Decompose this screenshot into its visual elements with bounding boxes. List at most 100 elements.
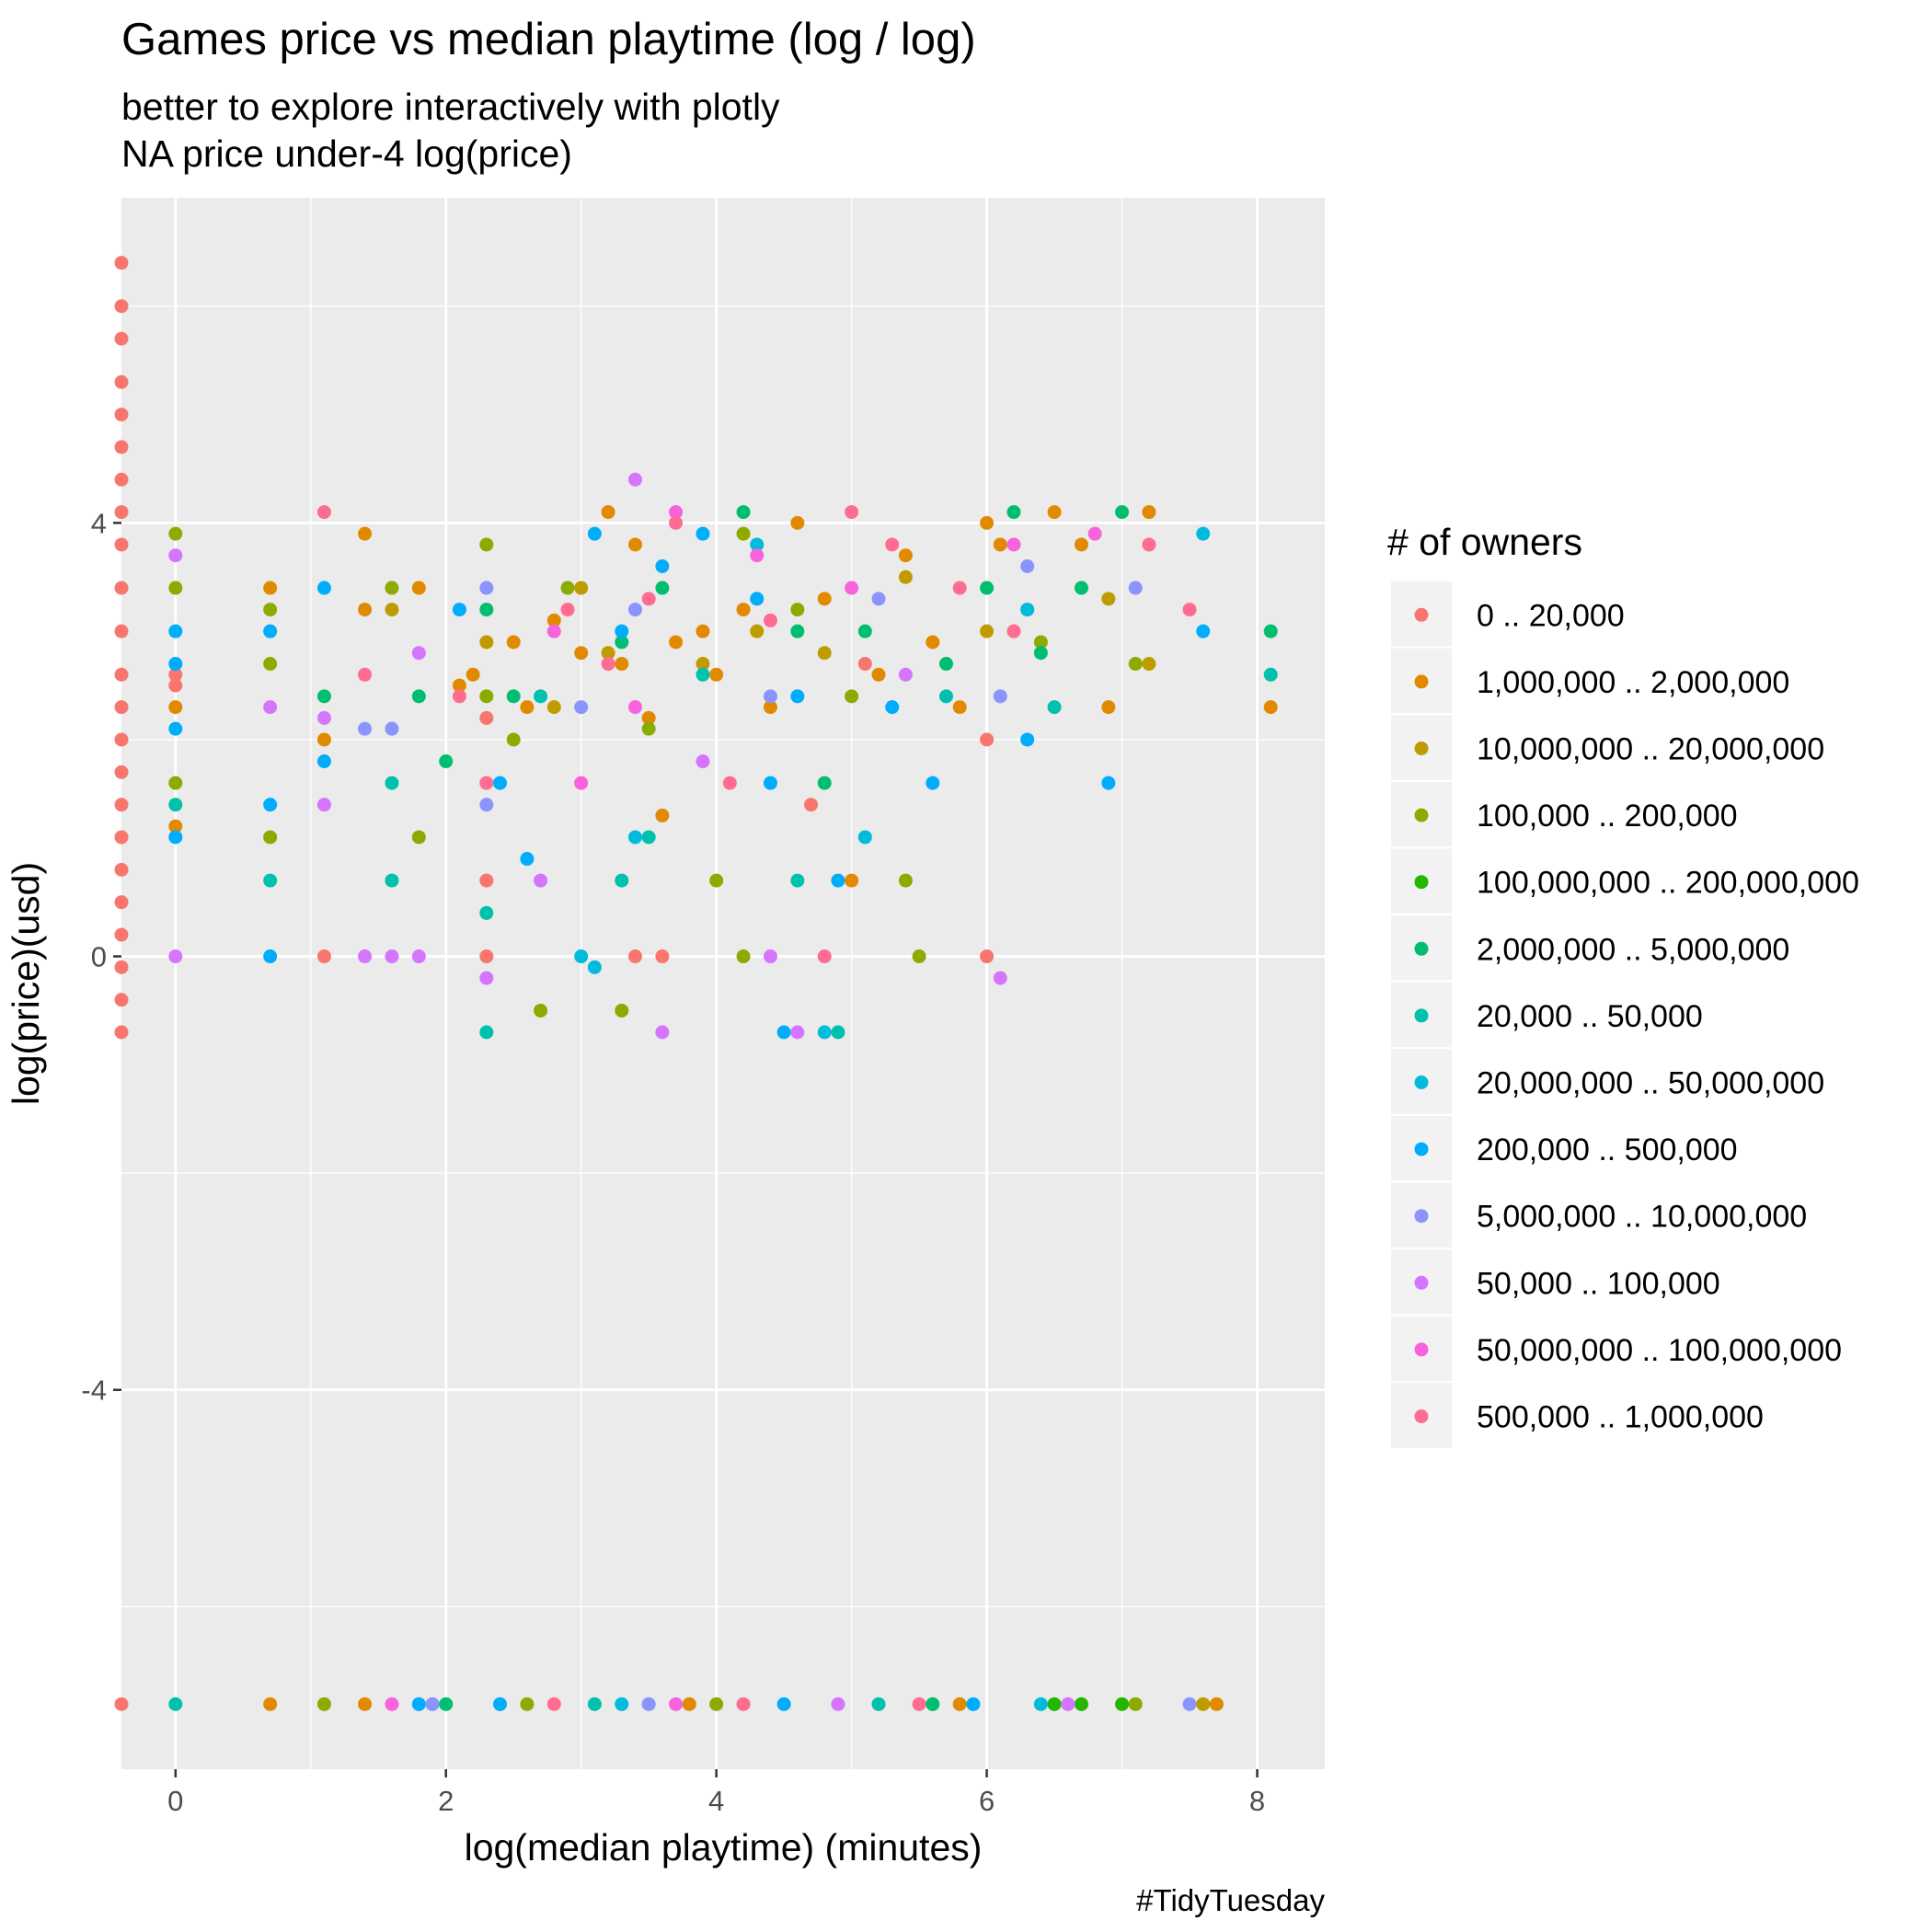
legend-swatch <box>1414 808 1429 822</box>
data-point <box>168 830 183 845</box>
data-point <box>736 949 751 964</box>
data-point <box>790 624 805 638</box>
legend-items: 0 .. 20,000 1,000,000 .. 2,000,000 10,000,… <box>1391 581 1859 1448</box>
data-point <box>1087 526 1102 541</box>
data-point <box>845 873 859 888</box>
data-point <box>411 949 426 964</box>
data-point <box>493 776 508 790</box>
data-point <box>980 581 995 595</box>
data-point <box>1196 1696 1211 1711</box>
data-point <box>857 624 872 638</box>
data-point <box>114 331 129 346</box>
data-point <box>980 732 995 747</box>
data-point <box>479 905 494 920</box>
data-point <box>750 592 765 606</box>
data-point <box>385 1696 399 1711</box>
data-point <box>560 581 575 595</box>
data-point <box>750 624 765 638</box>
data-point <box>669 505 684 520</box>
data-point <box>736 505 751 520</box>
data-point <box>776 1025 791 1040</box>
data-point <box>1074 1696 1088 1711</box>
data-point <box>669 635 684 650</box>
legend-label: 100,000 .. 200,000 <box>1477 799 1738 834</box>
data-point <box>546 700 561 715</box>
data-point <box>385 873 399 888</box>
data-point <box>831 1025 845 1040</box>
data-point <box>520 700 535 715</box>
data-point <box>696 657 710 672</box>
data-point <box>627 537 642 552</box>
data-point <box>385 949 399 964</box>
data-point <box>1033 635 1048 650</box>
data-point <box>1047 1696 1062 1711</box>
data-point <box>479 1025 494 1040</box>
data-point <box>655 808 670 822</box>
data-point <box>114 830 129 845</box>
data-point <box>1047 505 1062 520</box>
data-point <box>615 873 629 888</box>
data-point <box>669 1696 684 1711</box>
data-point <box>627 830 642 845</box>
data-point <box>993 537 1007 552</box>
data-point <box>1142 505 1156 520</box>
legend-label: 5,000,000 .. 10,000,000 <box>1477 1200 1807 1235</box>
data-point <box>114 299 129 314</box>
legend: # of owners 0 .. 20,000 1,000,000 .. 2,00… <box>1387 521 1859 1448</box>
data-point <box>546 624 561 638</box>
data-point <box>1020 603 1035 617</box>
data-point <box>790 515 805 530</box>
legend-label: 20,000,000 .. 50,000,000 <box>1477 1066 1824 1101</box>
data-point <box>655 581 670 595</box>
data-point <box>439 1696 454 1711</box>
data-point <box>114 993 129 1007</box>
legend-label: 2,000,000 .. 5,000,000 <box>1477 932 1789 967</box>
data-point <box>114 798 129 812</box>
data-point <box>1182 1696 1197 1711</box>
data-point <box>411 689 426 704</box>
data-point <box>263 830 278 845</box>
legend-swatch <box>1414 1342 1429 1357</box>
data-point <box>168 819 183 834</box>
data-point <box>114 472 129 487</box>
data-point <box>722 776 737 790</box>
y-tick-label: 4 <box>91 507 107 539</box>
data-point <box>493 1696 508 1711</box>
data-point <box>358 949 373 964</box>
data-point <box>1033 646 1048 661</box>
data-point <box>1128 1696 1143 1711</box>
legend-label: 20,000 .. 50,000 <box>1477 999 1703 1034</box>
legend-swatch <box>1414 1142 1429 1156</box>
data-point <box>1263 624 1278 638</box>
data-point <box>898 667 913 682</box>
data-point <box>857 657 872 672</box>
data-point <box>1101 592 1116 606</box>
data-point <box>776 1696 791 1711</box>
data-point <box>641 710 656 725</box>
data-point <box>898 873 913 888</box>
data-point <box>980 624 995 638</box>
data-point <box>534 689 548 704</box>
data-point <box>411 830 426 845</box>
data-point <box>1020 558 1035 573</box>
legend-swatch <box>1414 1209 1429 1224</box>
data-point <box>263 873 278 888</box>
data-point <box>114 505 129 520</box>
data-point <box>601 646 615 661</box>
data-point <box>316 754 331 769</box>
data-point <box>1047 700 1062 715</box>
data-point <box>316 1696 331 1711</box>
data-point <box>479 798 494 812</box>
data-point <box>114 374 129 389</box>
data-point <box>385 603 399 617</box>
data-point <box>114 537 129 552</box>
data-point <box>506 635 521 650</box>
data-point <box>114 624 129 638</box>
data-point <box>615 624 629 638</box>
data-point <box>1115 1696 1130 1711</box>
data-point <box>845 581 859 595</box>
data-point <box>452 603 466 617</box>
minor-gridlines <box>121 198 1325 1769</box>
legend-swatch <box>1414 1275 1429 1290</box>
